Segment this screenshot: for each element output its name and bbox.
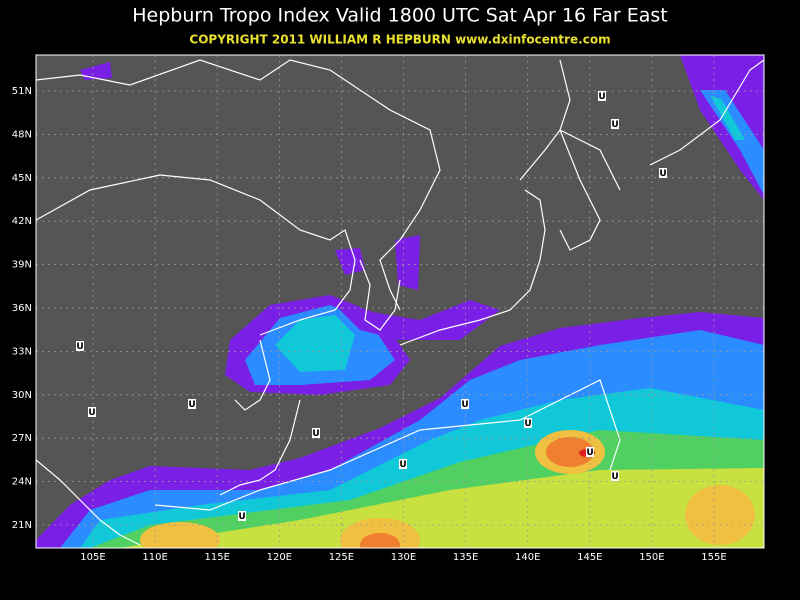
lon-label: 140E — [515, 552, 540, 563]
marker-box — [598, 91, 606, 101]
map-frame — [35, 54, 765, 549]
lon-label: 145E — [577, 552, 602, 563]
lat-label: 45N — [12, 173, 32, 184]
marker-box — [88, 407, 96, 417]
lon-label: 135E — [453, 552, 478, 563]
marker: U — [524, 419, 531, 429]
marker: U — [399, 460, 406, 470]
marker: U — [76, 342, 83, 352]
lat-label: 21N — [12, 520, 32, 531]
title: Hepburn Tropo Index Valid 1800 UTC Sat A… — [132, 5, 668, 27]
lon-label: 105E — [80, 552, 105, 563]
lon-label: 155E — [701, 552, 726, 563]
marker-box — [659, 168, 667, 178]
marker-box — [399, 459, 407, 469]
marker-box — [611, 119, 619, 129]
marker-box — [524, 418, 532, 428]
marker: U — [611, 120, 618, 130]
copyright: COPYRIGHT 2011 WILLIAM R HEPBURN www.dxi… — [189, 33, 610, 47]
lat-label: 36N — [12, 303, 32, 314]
marker: U — [611, 472, 618, 482]
lon-label: 120E — [267, 552, 292, 563]
lat-label: 48N — [12, 129, 32, 140]
grid — [36, 55, 764, 548]
marker: U — [88, 408, 95, 418]
lat-label: 30N — [12, 390, 32, 401]
marker: U — [188, 400, 195, 410]
lat-label: 39N — [12, 260, 32, 271]
lon-label: 115E — [204, 552, 229, 563]
lon-label: 125E — [329, 552, 354, 563]
marker: U — [586, 448, 593, 458]
lat-label: 33N — [12, 346, 32, 357]
marker-box — [586, 447, 594, 457]
marker-box — [188, 399, 196, 409]
marker: U — [312, 429, 319, 439]
lon-label: 130E — [391, 552, 416, 563]
marker-box — [76, 341, 84, 351]
lat-label: 51N — [12, 86, 32, 97]
lat-label: 27N — [12, 433, 32, 444]
marker-box — [238, 511, 246, 521]
marker-box — [611, 471, 619, 481]
marker: U — [238, 512, 245, 522]
tropo-index-field — [36, 55, 764, 548]
marker-box — [461, 399, 469, 409]
lat-label: 42N — [12, 216, 32, 227]
lon-label: 110E — [142, 552, 167, 563]
marker: U — [659, 169, 666, 179]
marker-box — [312, 428, 320, 438]
lat-label: 24N — [12, 477, 32, 488]
coastlines — [36, 59, 764, 546]
lon-label: 150E — [639, 552, 664, 563]
marker: U — [461, 400, 468, 410]
marker: U — [598, 92, 605, 102]
